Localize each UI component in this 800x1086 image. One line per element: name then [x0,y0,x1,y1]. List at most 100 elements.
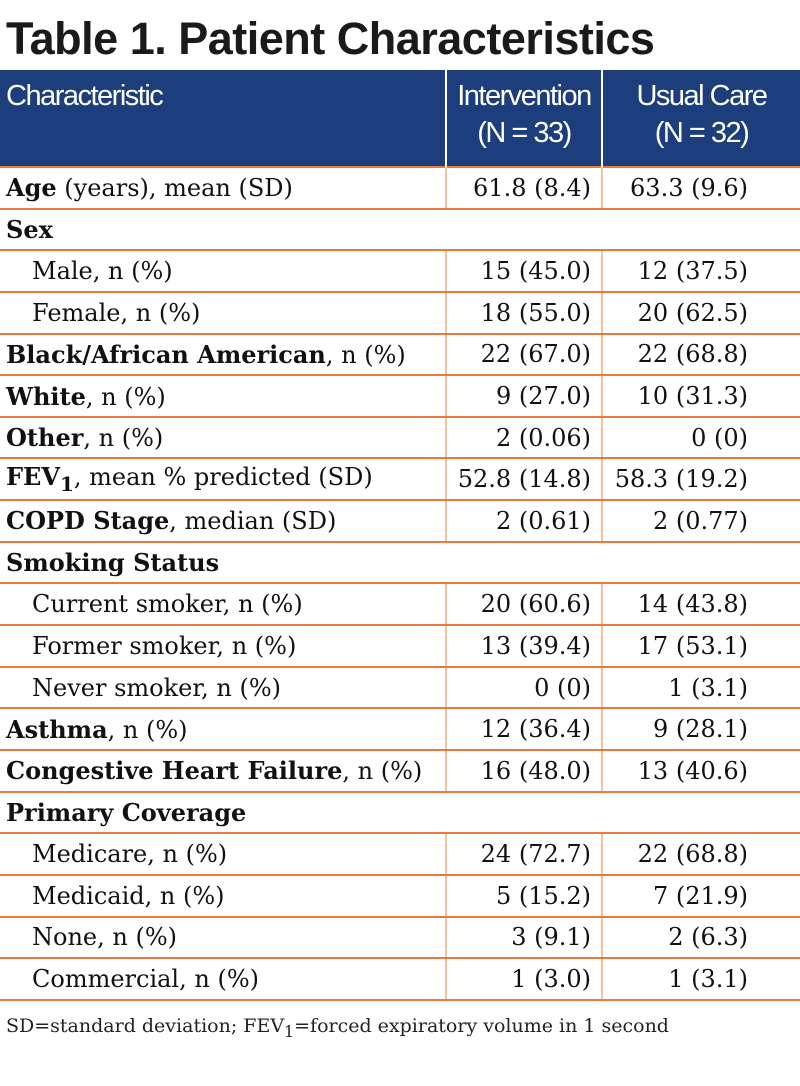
row-label-rest: , n (%) [107,715,188,744]
table-row: Sex [0,208,800,252]
row-label: Congestive Heart Failure, n (%) [0,749,446,793]
table-row: Medicaid, n (%) 5 (15.2) 7 (21.9) [0,874,800,918]
row-label: COPD Stage, median (SD) [0,500,446,543]
cell-usual-care: 22 (68.8) [601,833,800,876]
cell-usual-care [602,791,800,835]
table-row: COPD Stage, median (SD) 2 (0.61) 2 (0.77) [0,500,800,543]
row-label-rest: , n (%) [325,340,406,369]
cell-usual-care: 12 (37.5) [601,250,800,293]
row-label: Primary Coverage [0,791,446,835]
row-label-text: Never smoker, n (%) [32,673,282,702]
row-label-text: Commercial, n (%) [32,964,259,993]
row-label-text: Medicare, n (%) [32,840,228,869]
row-label-text: Former smoker, n (%) [32,631,297,660]
cell-usual-care: 10 (31.3) [601,375,800,418]
cell-usual-care: 1 (3.1) [601,666,800,710]
row-label-bold: Smoking Status [6,548,220,578]
table-body: Age (years), mean (SD) 61.8 (8.4) 63.3 (9.… [0,166,800,1001]
cell-intervention: 5 (15.2) [445,874,602,918]
row-label: Asthma, n (%) [0,708,446,751]
table-row: Asthma, n (%) 12 (36.4) 9 (28.1) [0,708,800,751]
row-label-bold: Age [6,173,57,203]
cell-intervention: 15 (45.0) [445,250,602,293]
header-intervention-n: (N = 33) [477,117,572,149]
cell-intervention [446,208,602,252]
row-label: Sex [0,208,446,252]
row-label-rest: , n (%) [85,382,166,411]
table-row: Other, n (%) 2 (0.06) 0 (0) [0,416,800,460]
row-label-bold: Other [6,423,84,453]
row-label: Other, n (%) [0,416,446,460]
table-row: FEV1, mean % predicted (SD) 52.8 (14.8) 58… [0,458,800,502]
row-label-rest: , median (SD) [169,507,337,536]
header-usual-care: Usual Care (N = 32) [601,70,800,167]
cell-intervention: 52.8 (14.8) [445,458,602,502]
header-intervention: Intervention (N = 33) [445,70,602,167]
row-label: Female, n (%) [0,291,446,335]
row-label: Smoking Status [0,541,446,585]
table-row: Age (years), mean (SD) 61.8 (8.4) 63.3 (9.… [0,166,800,210]
cell-usual-care: 0 (0) [601,416,800,460]
row-label-subscript: 1 [59,472,74,497]
table-row: Black/African American, n (%) 22 (67.0) 22… [0,333,800,377]
row-label-bold: Congestive Heart Failure [6,756,343,786]
cell-usual-care: 14 (43.8) [601,583,800,627]
cell-intervention [446,541,602,585]
header-intervention-label: Intervention [457,80,592,112]
row-label: Male, n (%) [0,250,446,293]
row-label-bold: White [6,381,86,411]
table-row: Medicare, n (%) 24 (72.7) 22 (68.8) [0,833,800,876]
row-label: Current smoker, n (%) [0,583,446,627]
cell-intervention: 9 (27.0) [445,375,602,418]
header-usual-care-label: Usual Care [636,80,768,112]
row-label-text: Current smoker, n (%) [32,590,303,619]
table-row: None, n (%) 3 (9.1) 2 (6.3) [0,916,800,960]
row-label: Black/African American, n (%) [0,333,446,377]
row-label-rest: , n (%) [83,424,164,453]
cell-intervention: 12 (36.4) [445,708,602,751]
table-row: Commercial, n (%) 1 (3.0) 1 (3.1) [0,958,800,1001]
row-label-bold: COPD Stage [6,506,170,536]
cell-usual-care: 13 (40.6) [601,749,800,793]
row-label-text: Male, n (%) [32,257,173,286]
cell-usual-care [602,208,800,252]
cell-usual-care: 2 (6.3) [601,916,800,960]
cell-intervention: 2 (0.06) [445,416,602,460]
table-row: Congestive Heart Failure, n (%) 16 (48.0)… [0,749,800,793]
cell-usual-care: 9 (28.1) [601,708,800,751]
table-row: Current smoker, n (%) 20 (60.6) 14 (43.8) [0,583,800,627]
header-characteristic: Characteristic [6,80,164,112]
table-header-row: Characteristic Intervention (N = 33) Usu… [0,70,800,167]
cell-intervention: 16 (48.0) [445,749,602,793]
row-label: FEV1, mean % predicted (SD) [0,458,446,502]
cell-usual-care: 58.3 (19.2) [601,458,800,502]
cell-intervention: 24 (72.7) [445,833,602,876]
table-footnote: SD=standard deviation; FEV1=forced expir… [0,1001,800,1045]
cell-intervention: 18 (55.0) [445,291,602,335]
cell-intervention: 20 (60.6) [445,583,602,627]
header-usual-care-n: (N = 32) [654,117,750,149]
row-label: None, n (%) [0,916,446,960]
row-label: Never smoker, n (%) [0,666,446,710]
table-row: Smoking Status [0,541,800,585]
row-label-text: Female, n (%) [32,298,201,327]
cell-usual-care: 17 (53.1) [601,625,800,668]
cell-usual-care: 7 (21.9) [601,874,800,918]
row-label-text: Medicaid, n (%) [32,881,225,910]
cell-intervention: 3 (9.1) [445,916,602,960]
cell-intervention: 22 (67.0) [445,333,602,377]
table-title: Table 1. Patient Characteristics [6,13,655,64]
cell-usual-care: 2 (0.77) [601,500,800,543]
row-label-text: None, n (%) [32,923,177,952]
footnote-subscript: 1 [284,1021,295,1041]
row-label-bold: Primary Coverage [6,797,247,827]
table-row: Former smoker, n (%) 13 (39.4) 17 (53.1) [0,625,800,668]
footnote-text-1: SD=standard deviation; FEV [6,1014,285,1037]
cell-intervention: 13 (39.4) [445,625,602,668]
cell-usual-care: 63.3 (9.6) [601,166,800,210]
cell-usual-care: 20 (62.5) [601,291,800,335]
row-label-rest: , mean % predicted (SD) [73,463,373,492]
row-label: Medicaid, n (%) [0,874,446,918]
row-label: Age (years), mean (SD) [0,166,446,210]
cell-intervention: 61.8 (8.4) [445,166,602,210]
